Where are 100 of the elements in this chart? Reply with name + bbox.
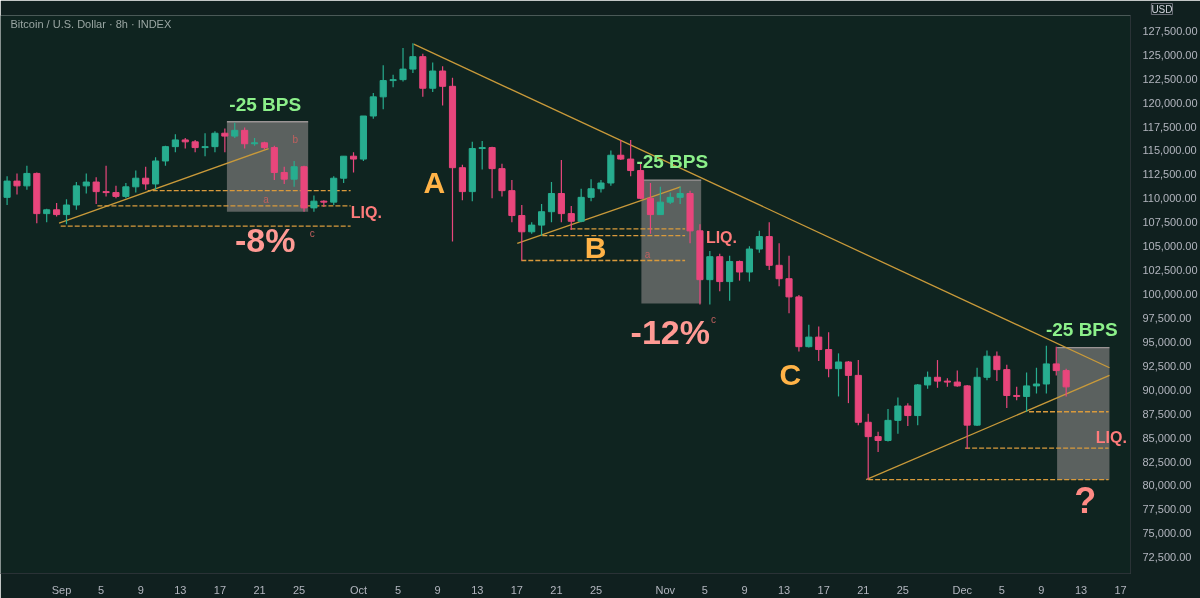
x-tick-label: 21 <box>253 583 266 596</box>
annotation: B <box>584 231 607 265</box>
annotation: A <box>423 165 446 199</box>
candlestick <box>458 164 466 201</box>
annotation: ? <box>1074 480 1097 522</box>
annotation: b <box>292 134 299 146</box>
candlestick <box>92 176 100 205</box>
candlestick <box>429 61 437 93</box>
candlestick <box>310 194 318 213</box>
candlestick <box>894 396 902 435</box>
candlestick <box>3 175 11 206</box>
x-tick-label: 25 <box>292 583 306 596</box>
x-tick-label: Nov <box>655 583 676 596</box>
x-tick-label: 5 <box>395 583 402 596</box>
x-tick-label: 17 <box>1114 583 1127 596</box>
x-tick-label: 9 <box>137 583 144 596</box>
candlestick <box>369 92 377 120</box>
candlestick <box>152 156 160 191</box>
candlestick <box>834 352 843 398</box>
candlestick <box>13 172 21 196</box>
y-axis-title: USD <box>1151 3 1173 15</box>
candlestick <box>72 181 80 211</box>
candlestick <box>844 360 852 404</box>
candlestick <box>627 139 635 177</box>
candlestick <box>330 175 338 206</box>
annotation: c <box>711 314 717 326</box>
candlestick <box>349 151 358 174</box>
candlestick <box>478 140 486 171</box>
candlestick <box>1042 345 1050 395</box>
candlestick <box>983 349 991 381</box>
y-tick-label: 105,000.00 <box>1142 240 1198 253</box>
x-tick-label: Sep <box>51 583 72 596</box>
x-tick-label: 13 <box>1074 583 1088 596</box>
candlestick <box>518 204 526 262</box>
candlestick <box>706 250 714 306</box>
annotation: a <box>263 193 270 205</box>
candlestick <box>409 42 417 74</box>
y-tick-label: 82,500.00 <box>1142 455 1192 468</box>
y-tick-label: 92,500.00 <box>1142 359 1192 372</box>
x-tick-label: 25 <box>589 583 603 596</box>
candlestick <box>646 182 655 235</box>
candlestick <box>1032 367 1041 395</box>
annotation: LIQ. <box>350 204 382 222</box>
y-tick-label: 80,000.00 <box>1142 479 1192 492</box>
candlestick <box>112 185 120 199</box>
annotation: C <box>779 357 802 391</box>
candlestick <box>399 47 407 83</box>
y-tick-label: 127,500.00 <box>1142 24 1198 37</box>
candlestick <box>745 245 753 283</box>
annotation: -12% <box>630 313 710 352</box>
candlestick <box>805 324 813 349</box>
y-tick-label: 95,000.00 <box>1142 335 1192 348</box>
candlestick <box>102 165 110 197</box>
candlestick <box>557 159 565 223</box>
y-tick-label: 117,500.00 <box>1142 120 1197 133</box>
y-tick-label: 115,000.00 <box>1142 144 1197 157</box>
y-tick-label: 110,000.00 <box>1142 192 1197 205</box>
candlestick <box>538 203 546 237</box>
candlestick <box>755 230 763 254</box>
x-tick-label: 9 <box>1038 583 1045 596</box>
annotation: -8% <box>235 221 296 260</box>
candlestick <box>874 431 882 453</box>
y-tick-label: 102,500.00 <box>1142 264 1198 277</box>
candlestick <box>439 65 447 107</box>
x-tick-label: 13 <box>777 583 791 596</box>
candlestick <box>933 359 942 389</box>
candlestick <box>656 186 664 216</box>
candlestick <box>864 413 872 481</box>
y-tick-label: 87,500.00 <box>1142 407 1192 420</box>
candlestick <box>498 163 506 197</box>
x-tick-label: 5 <box>98 583 105 596</box>
candlestick <box>904 402 912 427</box>
candlestick <box>785 255 793 314</box>
candlestick <box>676 186 684 205</box>
y-tick-label: 75,000.00 <box>1142 527 1192 540</box>
x-tick-label: 5 <box>998 583 1005 596</box>
candlestick <box>142 166 150 191</box>
candlestick <box>290 160 298 188</box>
candlestick <box>389 74 397 88</box>
annotation: -25 BPS <box>229 94 302 115</box>
candlestick <box>775 242 783 287</box>
candlestick <box>726 255 734 302</box>
candlestick <box>221 127 229 153</box>
y-tick-label: 72,500.00 <box>1142 551 1192 564</box>
y-tick-label: 112,500.00 <box>1142 168 1197 181</box>
x-tick-label: 13 <box>174 583 187 596</box>
candlestick <box>1062 368 1070 398</box>
candlestick <box>884 408 892 443</box>
y-tick-label: 122,500.00 <box>1142 72 1198 85</box>
candlestick <box>1023 371 1031 413</box>
annotation: LIQ. <box>1095 429 1127 447</box>
candlestick <box>993 350 1001 382</box>
candlestick <box>23 165 31 191</box>
candlestick <box>82 172 90 195</box>
y-tick-label: 85,000.00 <box>1142 431 1192 444</box>
candlestick <box>547 181 556 223</box>
annotation: -25 BPS <box>636 151 709 173</box>
x-tick-label: 13 <box>471 583 484 596</box>
x-tick-label: 5 <box>701 583 708 596</box>
candlestick <box>171 133 179 153</box>
